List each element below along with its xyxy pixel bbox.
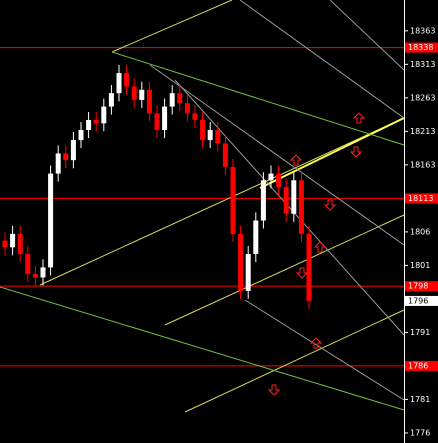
candle-body xyxy=(48,173,54,268)
trend-line xyxy=(111,0,233,53)
price-lines xyxy=(0,47,404,367)
candle-body xyxy=(230,166,236,234)
candle-body xyxy=(139,89,145,100)
price-line-label-box xyxy=(405,360,438,371)
y-tick-label: 18213 xyxy=(410,127,435,136)
candle-body xyxy=(222,143,228,167)
candle-body xyxy=(200,119,206,141)
candle-body xyxy=(260,180,266,221)
candle-body xyxy=(276,173,282,187)
trend-line xyxy=(259,117,405,189)
candle-body xyxy=(268,173,274,181)
trend-line xyxy=(39,117,405,286)
candle-body xyxy=(298,180,304,234)
candle-body xyxy=(238,233,244,291)
y-tick-label: 1781 xyxy=(410,395,430,404)
y-axis: 18363 18313 18263 18213 18163 1806 1801 1791 178… xyxy=(404,26,438,437)
trend-line xyxy=(239,0,405,119)
candle-body xyxy=(131,86,137,100)
candle-body xyxy=(162,106,168,131)
candle-body xyxy=(116,73,122,94)
candle-body xyxy=(86,119,92,131)
trend-line xyxy=(111,51,405,146)
price-line-label: 1798 xyxy=(408,282,428,291)
price-line-label: 1786 xyxy=(408,361,428,370)
y-tick-label: 1776 xyxy=(410,428,430,437)
candle-body xyxy=(177,93,183,104)
candle-body xyxy=(146,89,152,114)
candle-body xyxy=(70,140,76,161)
candle-body xyxy=(253,220,259,255)
plot-area xyxy=(0,0,405,413)
last-price-box xyxy=(405,295,438,306)
candle-body xyxy=(78,130,84,141)
candle-body xyxy=(207,130,213,141)
trend-line xyxy=(184,309,405,413)
candle-body xyxy=(40,267,46,278)
y-tick-label: 18363 xyxy=(410,26,435,35)
candle-body xyxy=(63,153,69,161)
price-line-label: 18113 xyxy=(408,194,433,203)
candle-body xyxy=(101,106,107,124)
price-line-label-box xyxy=(405,42,438,53)
y-tick-label: 18163 xyxy=(410,160,435,169)
candle-body xyxy=(2,240,8,248)
candle-body xyxy=(154,113,160,131)
candle-body xyxy=(32,274,38,278)
trend-line xyxy=(244,299,405,401)
candle-body xyxy=(184,103,190,114)
trend-line xyxy=(174,79,405,336)
y-tick-label: 1801 xyxy=(410,261,430,270)
trend-line xyxy=(149,64,405,246)
y-tick-label: 18263 xyxy=(410,93,435,102)
trend-line xyxy=(329,0,405,71)
price-line-label-box xyxy=(405,281,438,292)
candle-body xyxy=(283,186,289,214)
price-line-label: 18338 xyxy=(408,43,433,52)
candle-body xyxy=(25,254,31,275)
candle-body xyxy=(306,233,312,301)
y-tick-label: 1806 xyxy=(410,227,430,236)
y-tick-label: 1791 xyxy=(410,328,430,337)
candle-body xyxy=(192,113,198,120)
y-tick-label: 18313 xyxy=(410,60,435,69)
candle-body xyxy=(215,130,221,144)
trend-lines xyxy=(0,0,405,413)
trend-line xyxy=(0,286,405,411)
trend-line xyxy=(164,214,405,326)
candle-body xyxy=(55,153,61,174)
last-price-label: 1796 xyxy=(408,296,428,305)
candle-body xyxy=(17,233,23,255)
price-line-label-box xyxy=(405,193,438,204)
candle-body xyxy=(124,73,130,87)
candle-body xyxy=(169,93,175,107)
candle-body xyxy=(108,93,114,107)
candle-body xyxy=(245,254,251,291)
candles xyxy=(2,65,312,309)
candle-body xyxy=(291,180,297,214)
candle-body xyxy=(93,119,99,124)
candle-body xyxy=(10,233,16,248)
